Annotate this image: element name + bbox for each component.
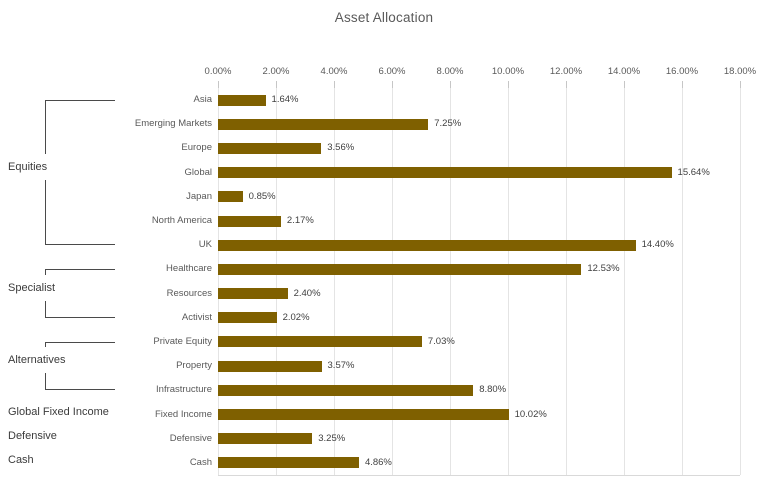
data-label: 8.80%	[479, 384, 507, 396]
data-label: 2.40%	[293, 287, 321, 299]
x-axis-tick-mark	[334, 81, 335, 88]
bar-fixed-income	[218, 409, 509, 421]
vertical-gridline	[276, 88, 277, 475]
vertical-gridline	[624, 88, 625, 475]
x-axis-tick-label: 18.00%	[723, 66, 757, 77]
data-label: 12.53%	[587, 263, 620, 275]
x-axis-tick-label: 12.00%	[549, 66, 583, 77]
x-axis-tick-label: 10.00%	[491, 66, 525, 77]
x-axis-tick-mark	[624, 81, 625, 88]
bar-defensive	[218, 433, 313, 445]
vertical-gridline	[450, 88, 451, 475]
vertical-gridline	[218, 88, 219, 475]
data-label: 1.64%	[271, 94, 299, 106]
x-axis-tick-mark	[740, 81, 741, 88]
x-axis-tick-label: 6.00%	[378, 66, 406, 77]
vertical-gridline	[566, 88, 567, 475]
bar-property	[218, 360, 322, 372]
group-bracket-lower	[45, 373, 115, 391]
category-label: Emerging Markets	[134, 118, 212, 130]
x-axis-tick-label: 14.00%	[607, 66, 641, 77]
bar-north-america	[218, 215, 281, 227]
group-label-global-fixed-income: Global Fixed Income	[8, 405, 109, 418]
category-label: Healthcare	[166, 263, 212, 275]
category-label: Resources	[166, 287, 212, 299]
bar-emerging-markets	[218, 118, 429, 130]
vertical-gridline	[740, 88, 741, 475]
x-axis-tick-mark	[450, 81, 451, 88]
x-axis-tick-label: 2.00%	[262, 66, 290, 77]
data-label: 7.25%	[434, 118, 462, 130]
group-bracket-upper	[45, 100, 115, 154]
group-label-specialist: Specialist	[8, 281, 56, 294]
vertical-gridline	[334, 88, 335, 475]
vertical-gridline	[682, 88, 683, 475]
data-label: 3.56%	[327, 142, 355, 154]
x-axis-tick-mark	[508, 81, 509, 88]
category-label: Europe	[181, 142, 212, 154]
vertical-gridline	[392, 88, 393, 475]
x-axis-tick-label: 8.00%	[436, 66, 464, 77]
x-axis-tick-mark	[682, 81, 683, 88]
data-label: 4.86%	[364, 456, 392, 468]
category-label: Asia	[193, 94, 212, 106]
group-bracket-upper	[45, 341, 115, 348]
group-bracket-upper	[45, 269, 115, 275]
group-label-equities: Equities	[8, 160, 48, 173]
bar-activist	[218, 312, 277, 324]
category-label: Global	[184, 166, 212, 178]
category-label: Fixed Income	[154, 408, 212, 420]
group-bracket-lower	[45, 300, 115, 318]
data-label: 3.57%	[327, 360, 355, 372]
category-label: Property	[176, 360, 212, 372]
bar-cash	[218, 457, 359, 469]
bar-global	[218, 167, 672, 179]
bar-private-equity	[218, 336, 422, 348]
bar-infrastructure	[218, 384, 474, 396]
category-label: Infrastructure	[156, 384, 212, 396]
x-axis-tick-mark	[392, 81, 393, 88]
group-label-alternatives: Alternatives	[8, 354, 66, 367]
vertical-gridline	[508, 88, 509, 475]
x-axis-tick-mark	[566, 81, 567, 88]
category-label: North America	[151, 215, 212, 227]
category-label: Cash	[189, 456, 212, 468]
x-axis-tick-mark	[276, 81, 277, 88]
bar-uk	[218, 239, 636, 251]
category-label: UK	[198, 239, 212, 251]
data-label: 2.02%	[282, 311, 310, 323]
bar-resources	[218, 288, 288, 300]
x-axis-tick-label: 4.00%	[320, 66, 348, 77]
x-axis-tick-mark	[218, 81, 219, 88]
category-label: Defensive	[169, 432, 212, 444]
category-label: Japan	[186, 190, 212, 202]
bar-asia	[218, 94, 266, 106]
data-label: 0.85%	[248, 190, 276, 202]
bar-europe	[218, 142, 322, 154]
data-label: 10.02%	[514, 408, 547, 420]
chart-title: Asset Allocation	[334, 10, 434, 25]
group-label-cash: Cash	[8, 453, 34, 466]
group-bracket-lower	[45, 179, 115, 246]
data-label: 15.64%	[677, 166, 710, 178]
x-axis-tick-label: 16.00%	[665, 66, 699, 77]
data-label: 14.40%	[641, 239, 674, 251]
category-label: Activist	[181, 311, 212, 323]
data-label: 3.25%	[318, 432, 346, 444]
data-label: 7.03%	[427, 335, 455, 347]
category-label: Private Equity	[153, 335, 212, 347]
x-axis-tick-label: 0.00%	[204, 66, 232, 77]
group-label-defensive: Defensive	[8, 429, 57, 442]
x-axis-baseline	[218, 475, 740, 476]
bar-japan	[218, 191, 243, 203]
data-label: 2.17%	[286, 215, 314, 227]
bar-healthcare	[218, 263, 582, 275]
